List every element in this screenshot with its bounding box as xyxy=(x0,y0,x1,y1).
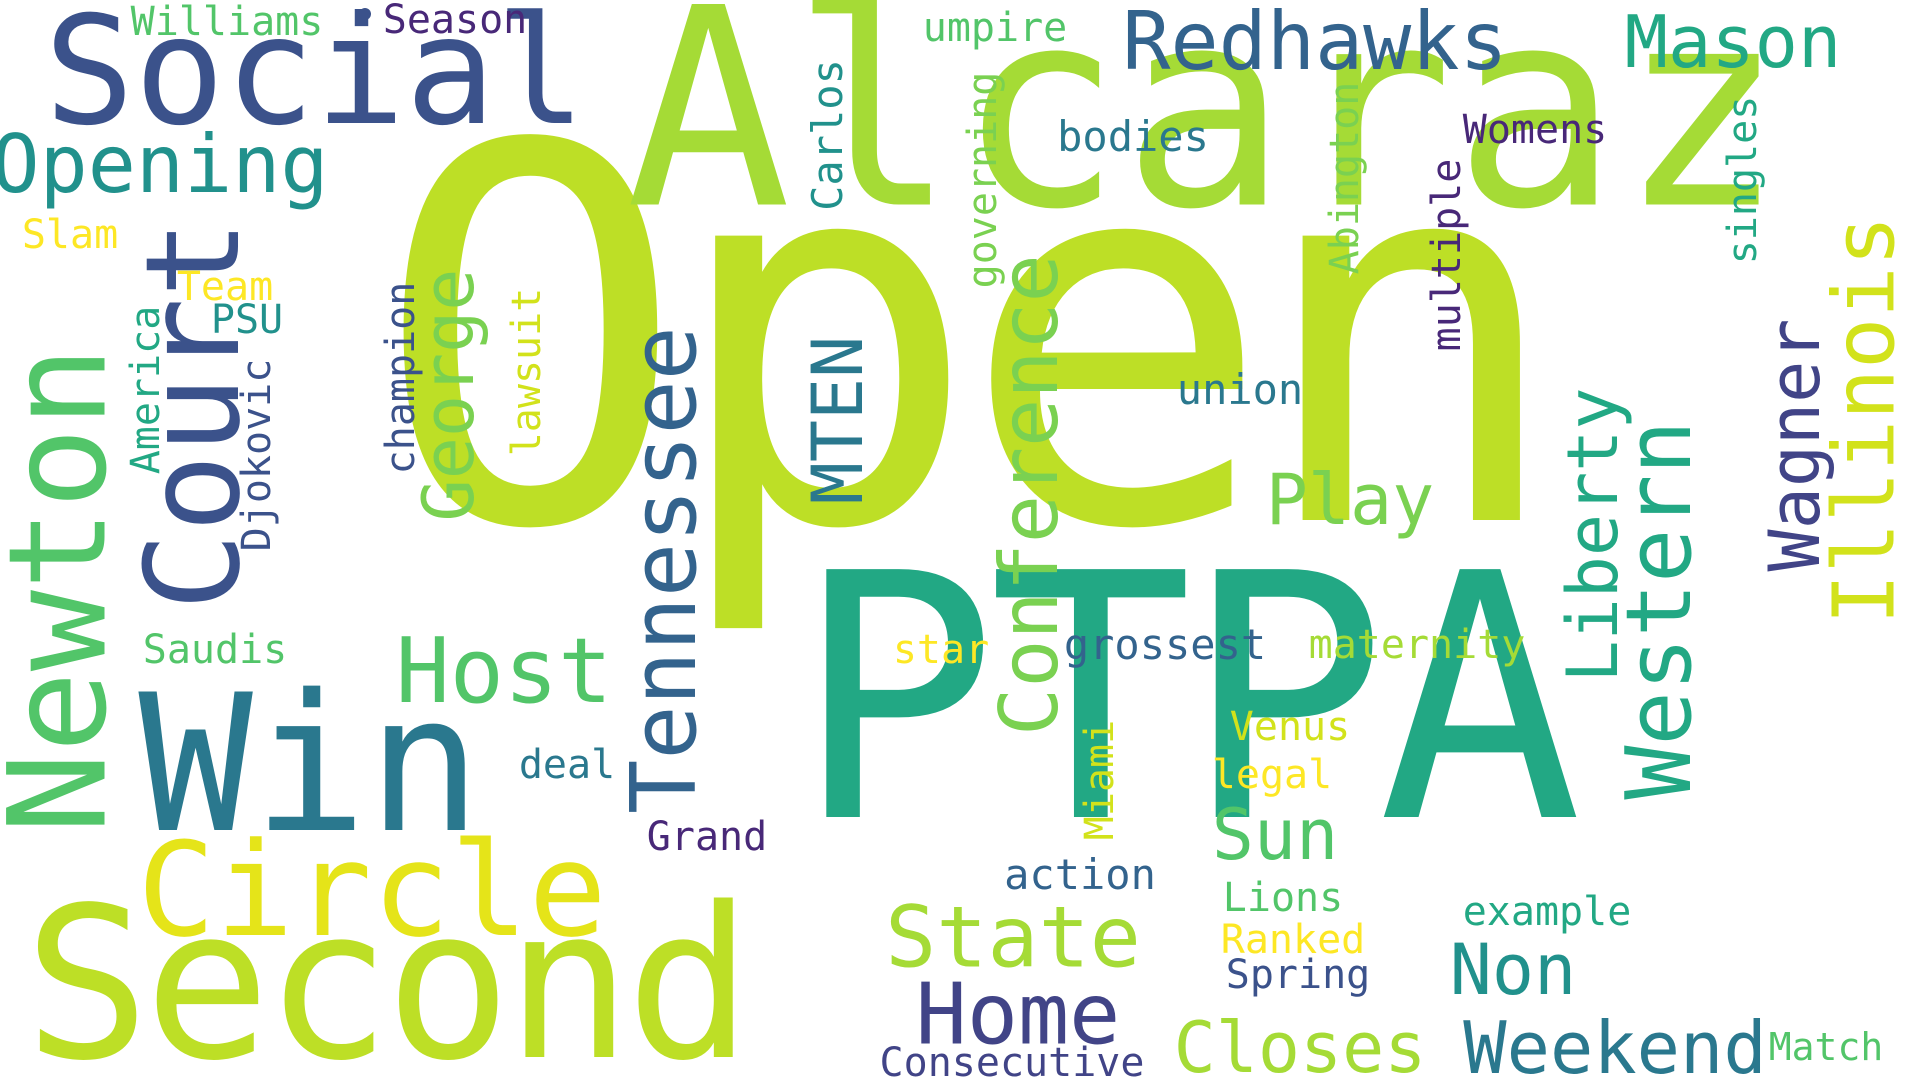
word-miami: Miami xyxy=(1077,719,1123,841)
word-psu: PSU xyxy=(210,297,284,343)
word-champion: champion xyxy=(378,281,424,475)
word-second: Second xyxy=(23,862,753,1080)
word-ptpa: PTPA xyxy=(793,502,1583,898)
word-home: Home xyxy=(915,965,1121,1065)
word-lawsuit: lawsuit xyxy=(504,287,550,457)
word-sun: Sun xyxy=(1211,794,1339,876)
word-team: Team xyxy=(176,264,274,310)
word-weekend: Weekend xyxy=(1463,1006,1767,1080)
word-conference: Conference xyxy=(983,254,1076,736)
word-host: Host xyxy=(395,619,613,724)
word-play: Play xyxy=(1265,459,1435,541)
word-wagner: Wagner xyxy=(1754,318,1836,572)
word-liberty: Liberty xyxy=(1552,387,1634,683)
word-bodies: bodies xyxy=(1057,112,1209,161)
word-non: Non xyxy=(1449,929,1577,1011)
word-singles: singles xyxy=(1720,95,1766,265)
word-deal: deal xyxy=(518,742,616,788)
word-grand: Grand xyxy=(646,814,768,860)
word-governing: governing xyxy=(960,71,1006,289)
word-slam: Slam xyxy=(21,212,119,258)
word-grossest: grossest xyxy=(1063,620,1267,669)
word-williams: Williams xyxy=(130,0,324,45)
word-circle: Circle xyxy=(137,814,607,966)
word-tennessee: Tennessee xyxy=(612,326,717,814)
word-ranked: Ranked xyxy=(1220,917,1366,963)
word-djokovic: Djokovic xyxy=(234,358,280,552)
word-redhawks: Redhawks xyxy=(1122,0,1508,88)
word-lions: Lions xyxy=(1222,875,1344,921)
word-social: Social xyxy=(44,0,586,159)
word-spring: Spring xyxy=(1225,952,1371,998)
word-saudis: Saudis xyxy=(142,627,288,673)
word-alcaraz: Alcaraz xyxy=(625,0,1785,270)
word-union: union xyxy=(1176,365,1304,414)
word-star: star xyxy=(892,627,990,673)
word-match: Match xyxy=(1768,1025,1884,1069)
word-consecutive: Consecutive xyxy=(879,1040,1145,1080)
word-action: action xyxy=(1004,850,1156,899)
word-george: George xyxy=(408,268,490,522)
word-maternity: maternity xyxy=(1308,622,1526,668)
word-win: Win xyxy=(138,654,482,875)
word-opening: Opening xyxy=(0,118,329,211)
word-newton: Newton xyxy=(0,346,137,834)
word-abington: Abington xyxy=(1322,81,1368,275)
word-state: State xyxy=(885,888,1141,988)
word-mten: MTEN xyxy=(797,335,879,505)
word-umpire: umpire xyxy=(922,5,1068,51)
word-america: America xyxy=(123,305,169,475)
word-closes: Closes xyxy=(1173,1007,1427,1080)
word-mason: Mason xyxy=(1624,0,1842,84)
word-open: Open xyxy=(373,37,1566,643)
word-multiple: multiple xyxy=(1424,158,1470,352)
word-legal: legal xyxy=(1211,752,1333,798)
word-example: example xyxy=(1462,889,1632,935)
word-season: Season xyxy=(382,0,528,43)
word-venus: Venus xyxy=(1229,704,1351,750)
word-womens: Womens xyxy=(1462,107,1608,153)
word-dot xyxy=(359,8,371,20)
word-carlos: Carlos xyxy=(803,59,852,211)
